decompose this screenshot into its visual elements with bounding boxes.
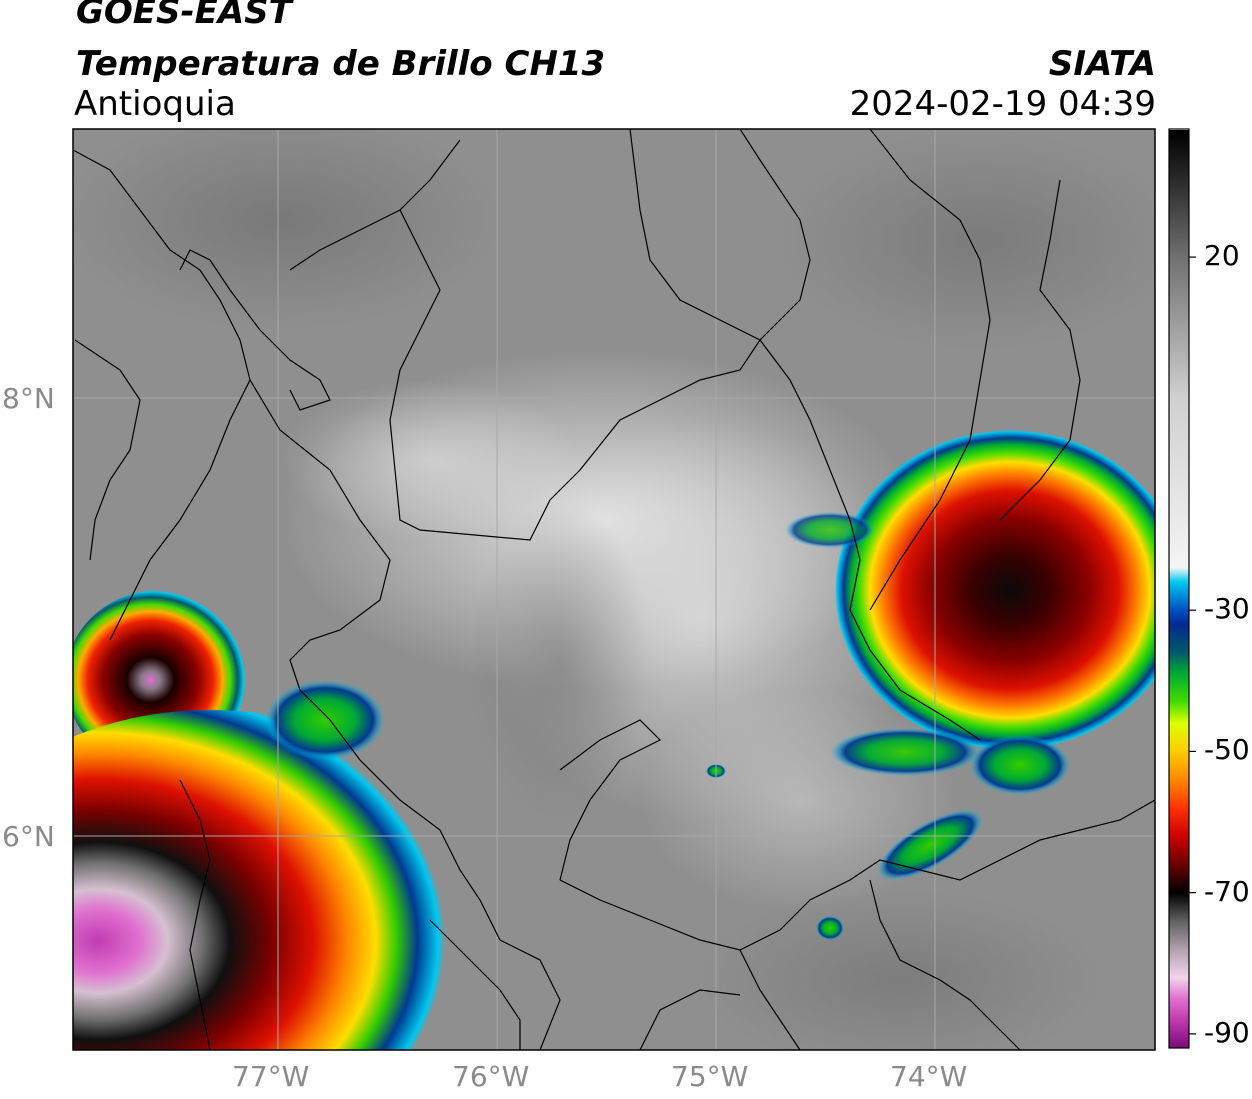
product-title: Temperatura de Brillo CH13	[76, 44, 606, 84]
administrative-borders	[73, 129, 1155, 1050]
map-frame	[72, 128, 1156, 1051]
small-cell-1	[816, 916, 844, 940]
lon-tick-75w: 75°W	[671, 1060, 749, 1093]
lon-tick-76w: 76°W	[452, 1060, 530, 1093]
colorbar-gradient	[1169, 130, 1189, 1048]
lat-tick-6n: 6°N	[2, 820, 55, 853]
colorbar-label: -50	[1204, 733, 1250, 767]
organization-label: SIATA	[1048, 44, 1156, 84]
gridlines	[73, 129, 1155, 1050]
colorbar-label: -90	[1204, 1015, 1250, 1049]
satellite-title: GOES-EAST	[76, 0, 292, 32]
lon-tick-74w: 74°W	[890, 1060, 968, 1093]
colorbar-label: -70	[1204, 874, 1250, 908]
lon-tick-77w: 77°W	[232, 1060, 310, 1093]
northeast-storm	[785, 430, 1155, 881]
region-label: Antioquia	[74, 84, 236, 124]
southwest-complex	[73, 680, 490, 1050]
lat-tick-8n: 8°N	[2, 382, 55, 415]
colorbar-frame	[1168, 128, 1190, 1049]
colorbar-label: -30	[1204, 592, 1250, 626]
colorbar-label: 20	[1204, 239, 1240, 273]
timestamp-label: 2024-02-19 04:39	[849, 84, 1156, 124]
colorbar	[1168, 128, 1196, 1049]
